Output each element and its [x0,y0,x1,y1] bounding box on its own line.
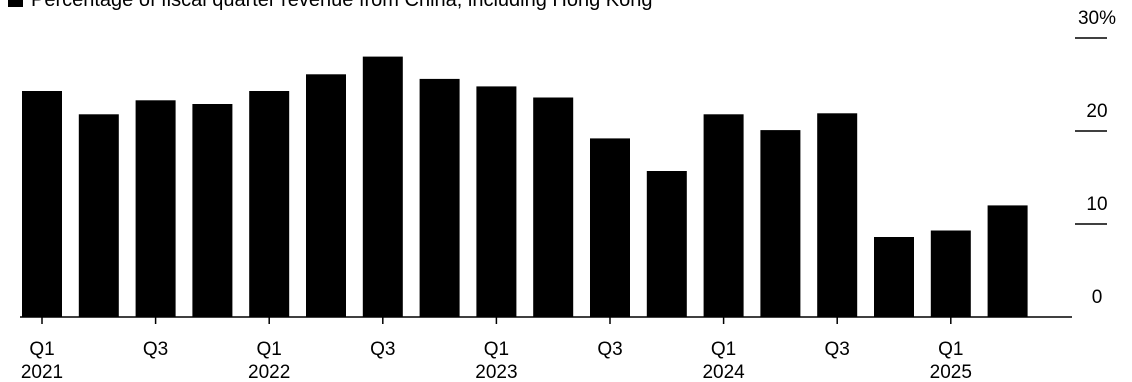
bar-q2-2021 [78,114,119,317]
bar-q3-2021 [135,100,176,317]
bar-q2-2024 [760,130,801,317]
x-tick-label-year: 2024 [702,362,745,382]
x-tick-label-quarter: Q1 [484,339,509,360]
bar-q4-2021 [192,104,233,317]
x-tick-label-year: 2022 [248,362,290,382]
x-tick-label-quarter: Q3 [825,339,850,360]
bar-q1-2025 [930,230,971,317]
y-axis: 0 10 20 30% [1075,8,1116,308]
x-tick-label-quarter: Q1 [29,339,54,360]
bar-q1-2023 [476,86,517,318]
y-tick-label: 10 [1086,194,1107,215]
x-tick-label-quarter: Q1 [938,339,963,360]
bar-q4-2023 [646,171,687,317]
x-tick-label-quarter: Q3 [597,339,622,360]
bar-q1-2022 [249,91,290,317]
y-tick-label: 0 [1092,287,1103,308]
x-tick-label-quarter: Q1 [711,339,736,360]
legend-swatch [8,0,23,7]
bar-q4-2024 [874,237,914,317]
y-tick-label: 30% [1078,8,1116,29]
bar-q3-2022 [362,56,403,317]
x-tick-label-year: 2025 [930,362,972,382]
x-tick-label-quarter: Q1 [257,339,282,360]
bar-q3-2023 [590,138,630,317]
bar-q1-2021 [22,91,62,317]
x-tick-label-year: 2023 [475,362,517,382]
bar-q2-2023 [533,97,574,317]
legend-label: Percentage of fiscal quarter revenue fro… [31,0,652,11]
bar-q3-2024 [817,113,858,317]
legend: Percentage of fiscal quarter revenue fro… [8,0,652,11]
x-tick-label-quarter: Q3 [143,339,168,360]
bar-q4-2022 [419,78,460,318]
bar-q2-2025 [987,205,1028,317]
x-tick-label-year: 2021 [21,362,63,382]
y-tick-label: 20 [1086,101,1107,122]
x-tick-label-quarter: Q3 [370,339,395,360]
bar-q1-2024 [703,114,744,317]
bars [22,56,1028,318]
bar-q2-2022 [306,74,346,317]
